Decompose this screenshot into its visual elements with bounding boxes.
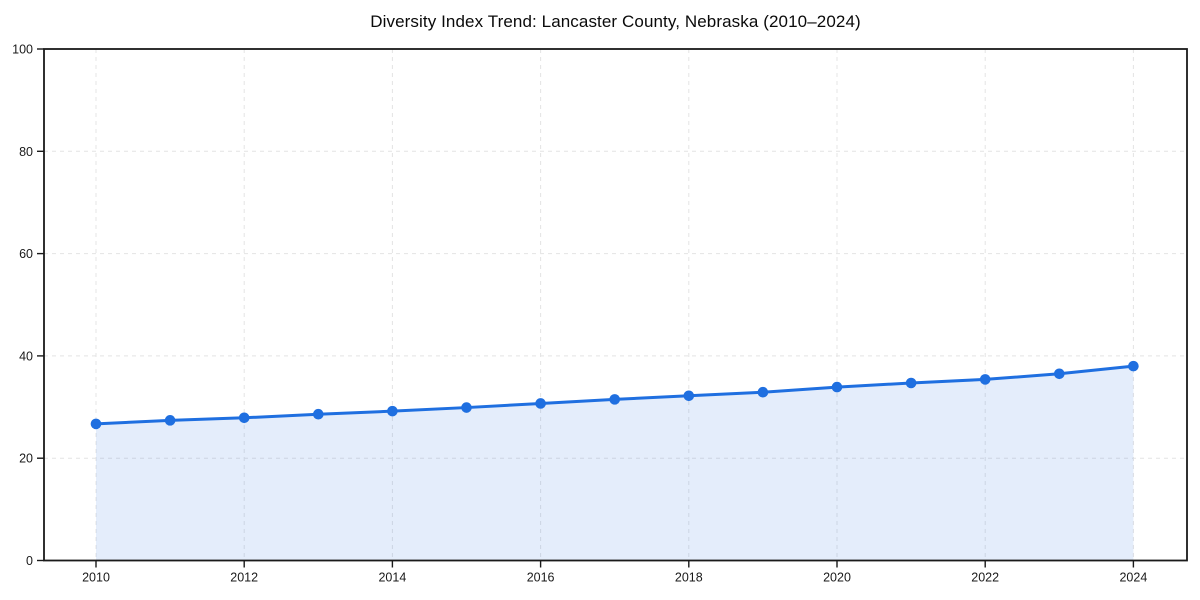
data-point (535, 398, 546, 409)
x-tick-label: 2012 (230, 571, 258, 585)
x-tick-label: 2016 (527, 571, 555, 585)
x-tick-label: 2018 (675, 571, 703, 585)
y-tick-label: 0 (26, 554, 33, 568)
data-point (609, 394, 620, 405)
data-point (387, 405, 398, 417)
data-point (1128, 360, 1139, 372)
area-fill (96, 366, 1134, 561)
data-point (238, 412, 250, 424)
x-tick-label: 2020 (823, 571, 851, 585)
data-point (757, 386, 769, 398)
y-tick-label: 80 (19, 145, 33, 159)
data-point (905, 377, 917, 389)
y-tick-label: 20 (19, 452, 33, 466)
data-point (979, 374, 991, 385)
plot-border (43, 48, 1188, 562)
x-tick-label: 2022 (971, 571, 999, 585)
data-point (831, 381, 843, 393)
chart-title: Diversity Index Trend: Lancaster County,… (370, 12, 861, 31)
data-point (683, 390, 695, 402)
data-point (90, 418, 102, 430)
data-point (1054, 368, 1065, 380)
data-point (164, 415, 176, 426)
x-tick-label: 2014 (378, 571, 406, 585)
data-point (313, 408, 324, 420)
data-point (461, 402, 472, 413)
y-tick-label: 60 (19, 247, 33, 261)
y-tick-label: 100 (12, 43, 33, 57)
x-tick-label: 2024 (1119, 571, 1147, 585)
y-tick-label: 40 (19, 349, 33, 363)
x-tick-label: 2010 (82, 571, 110, 585)
